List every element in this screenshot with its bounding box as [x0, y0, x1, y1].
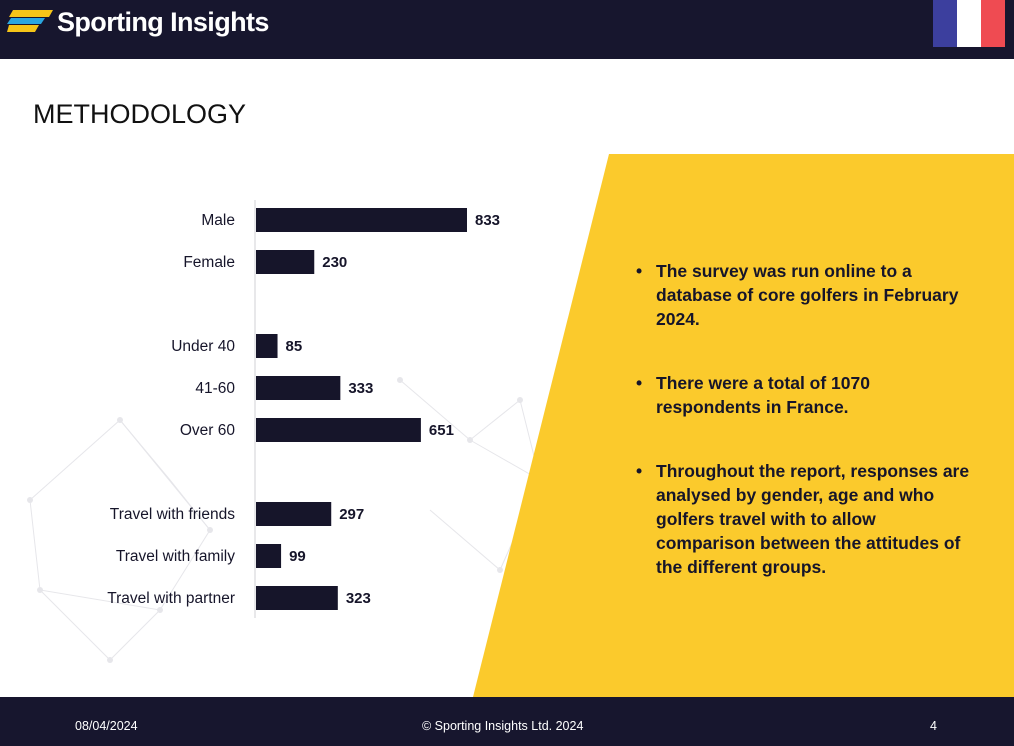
- bar: [256, 502, 332, 526]
- data-label: 99: [289, 548, 306, 565]
- methodology-bullets: The survey was run online to a database …: [636, 259, 976, 619]
- bullet-item: The survey was run online to a database …: [636, 259, 976, 331]
- category-label: Travel with family: [116, 548, 235, 565]
- category-label: Male: [201, 212, 235, 229]
- footer-bar: 08/04/2024 © Sporting Insights Ltd. 2024…: [0, 697, 1014, 746]
- page-number: 4: [930, 719, 937, 733]
- category-label: Travel with partner: [107, 590, 235, 607]
- category-label: Female: [183, 254, 235, 271]
- data-label: 651: [429, 422, 454, 439]
- bar: [256, 334, 278, 358]
- bullet-item: Throughout the report, responses are ana…: [636, 459, 976, 579]
- brand-logo-icon: [7, 10, 53, 32]
- data-label: 833: [475, 212, 500, 229]
- bar: [256, 418, 421, 442]
- bar-chart: Male 833 Female 230 Under 40 85 41-60 333 Over 6…: [107, 200, 500, 618]
- data-label: 230: [322, 254, 347, 271]
- category-label: 41-60: [195, 380, 235, 397]
- brand-name: Sporting Insights: [57, 7, 269, 37]
- data-label: 297: [339, 506, 364, 523]
- header-bar: Sporting Insights: [0, 0, 1014, 59]
- bar: [256, 376, 341, 400]
- data-label: 323: [346, 590, 371, 607]
- category-label: Over 60: [180, 422, 236, 439]
- bar: [256, 586, 338, 610]
- bar: [256, 544, 282, 568]
- footer-date: 08/04/2024: [75, 719, 138, 733]
- bar: [256, 250, 315, 274]
- france-flag-icon: [933, 0, 1005, 47]
- footer-copyright: © Sporting Insights Ltd. 2024: [422, 719, 584, 733]
- data-label: 85: [286, 338, 303, 355]
- bullet-item: There were a total of 1070 respondents i…: [636, 371, 976, 419]
- category-label: Travel with friends: [110, 506, 235, 523]
- data-label: 333: [348, 380, 373, 397]
- page-title: METHODOLOGY: [33, 99, 247, 129]
- bar: [256, 208, 467, 232]
- category-label: Under 40: [171, 338, 235, 355]
